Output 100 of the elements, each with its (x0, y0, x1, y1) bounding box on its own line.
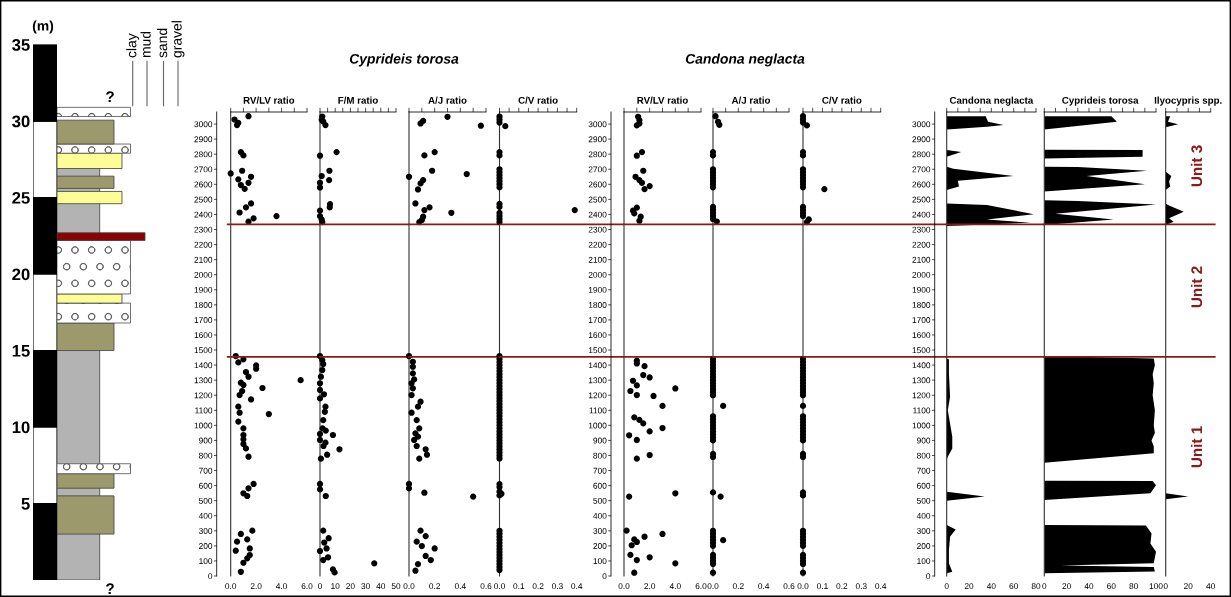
x-tick-label: 6.0 (301, 583, 313, 590)
x-tick-label: 0.4 (571, 583, 583, 590)
x-tick-label: 0.0 (403, 583, 415, 590)
y-tick-label: 0 (208, 573, 213, 580)
x-tick-label: 0 (1042, 583, 1047, 590)
x-tick-label: 0.1 (816, 583, 828, 590)
annotation: Unit 1 (1190, 426, 1203, 468)
x-tick-label: 40 (1084, 583, 1094, 590)
x-tick-label: 0.4 (758, 583, 770, 590)
y-tick-label: 400 (198, 512, 213, 519)
x-tick-label: 80 (1031, 583, 1041, 590)
y-tick-label: 800 (198, 452, 213, 459)
y-tick-label: 1300 (912, 377, 931, 384)
y-tick-label: 1900 (912, 286, 931, 293)
y-tick-label: 700 (917, 467, 931, 474)
y-tick-label: 2500 (912, 196, 931, 203)
y-tick-label: 2000 (912, 271, 931, 278)
text: ? (106, 91, 114, 102)
x-tick-label: 0 (318, 583, 322, 590)
x-axis-title: Cyprideis torosa (1062, 96, 1139, 106)
text: clay (126, 33, 140, 58)
x-tick-label: 20 (964, 583, 974, 590)
x-tick-label: 0.4 (454, 583, 466, 590)
x-tick-label: 10 (331, 583, 340, 590)
y-tick-label: 3000 (194, 121, 213, 128)
y-tick-label: 1700 (912, 317, 931, 323)
x-axis-title: A/J ratio (731, 96, 771, 104)
y-tick-label: 700 (593, 467, 607, 474)
x-tick-label: 40 (376, 583, 386, 590)
x-tick-label: 0.2 (836, 583, 848, 590)
y-tick-label: 1300 (194, 377, 213, 384)
y-tick-label: 0 (926, 573, 931, 580)
text: Candona neglacta (685, 53, 805, 67)
x-tick-label: 100 (1149, 583, 1163, 590)
x-axis-title: RV/LV ratio (243, 96, 295, 104)
text: sand (157, 28, 168, 58)
y-tick-label: 300 (198, 528, 213, 534)
y-tick-label: 100 (593, 558, 607, 565)
x-tick-label: 20 (346, 583, 355, 590)
y-tick-label: 2100 (912, 256, 931, 263)
y-tick-label: 100 (917, 558, 931, 565)
x-tick-label: 0.0 (618, 583, 630, 590)
y-tick-label: 900 (917, 437, 931, 444)
x-axis-title: C/V ratio (822, 96, 862, 104)
y-tick-label: 25 (12, 191, 30, 204)
y-tick-label: 300 (593, 528, 607, 534)
y-tick-label: 300 (916, 528, 931, 534)
y-tick-label: 2400 (194, 211, 213, 218)
y-tick-label: 2500 (194, 196, 213, 203)
y-tick-label: 1500 (194, 347, 213, 354)
y-tick-label: 1000 (588, 422, 607, 429)
y-tick-label: 2200 (588, 241, 607, 248)
y-tick-label: 400 (916, 512, 931, 519)
x-tick-label: 40 (1206, 583, 1216, 590)
x-tick-label: 2.0 (644, 583, 656, 590)
y-tick-label: 30 (12, 115, 30, 128)
x-tick-label: 0.1 (513, 583, 525, 590)
y-tick-label: 1200 (588, 392, 607, 399)
text: ? (106, 583, 114, 594)
x-tick-label: 40 (986, 583, 996, 590)
y-tick-label: 200 (199, 543, 213, 549)
y-tick-label: 1900 (588, 286, 607, 293)
text: mud (140, 31, 151, 58)
x-tick-label: 30 (361, 583, 370, 590)
y-tick-label: 2800 (588, 151, 607, 158)
x-tick-label: 0.0 (494, 583, 505, 590)
text: gravel (171, 21, 185, 58)
annotation: Unit 2 (1190, 266, 1203, 308)
y-tick-label: 1600 (588, 332, 607, 339)
x-tick-label: 0.3 (551, 583, 563, 590)
x-axis-title: RV/LV ratio (637, 96, 688, 104)
x-tick-label: 2.0 (250, 583, 262, 590)
x-tick-label: 0 (1163, 583, 1168, 590)
y-tick-label: 2800 (194, 151, 213, 158)
y-tick-label: 2000 (194, 271, 213, 278)
y-tick-label: 2400 (912, 211, 931, 218)
y-tick-label: 2300 (912, 226, 931, 233)
y-tick-label: 1100 (589, 407, 607, 414)
x-tick-label: 0.2 (732, 583, 744, 590)
y-tick-label: 200 (917, 543, 931, 549)
x-tick-label: 6.0 (695, 583, 707, 590)
y-axis-title: (m) (32, 20, 54, 34)
y-tick-label: 1300 (588, 377, 607, 384)
y-tick-label: 1500 (912, 347, 931, 354)
x-tick-label: 60 (1009, 583, 1018, 590)
x-axis-title: Candona neglacta (949, 96, 1034, 106)
y-tick-label: 1200 (912, 392, 931, 399)
x-tick-label: 0 (944, 583, 949, 590)
x-axis-title: Ilyocypris spp. (1154, 96, 1222, 106)
y-tick-label: 200 (593, 543, 607, 549)
y-tick-label: 35 (12, 39, 30, 51)
y-tick-label: 1100 (913, 407, 931, 414)
y-tick-label: 100 (199, 558, 213, 565)
y-tick-label: 2300 (194, 226, 213, 233)
y-tick-label: 600 (199, 482, 213, 489)
y-tick-label: 0 (602, 573, 607, 580)
y-tick-label: 500 (593, 497, 607, 504)
y-tick-label: 1500 (588, 347, 607, 354)
y-tick-label: 2600 (588, 181, 607, 188)
y-tick-label: 3000 (912, 121, 931, 128)
